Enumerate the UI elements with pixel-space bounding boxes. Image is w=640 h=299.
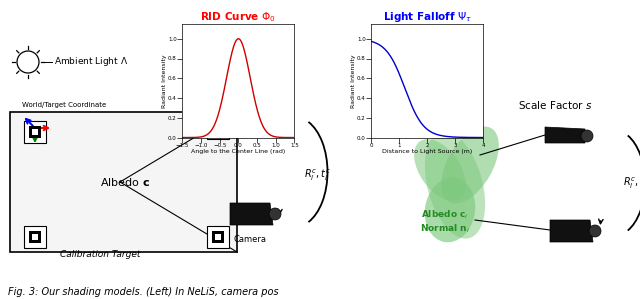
Circle shape (263, 114, 277, 128)
Polygon shape (230, 203, 273, 225)
Y-axis label: Radiant Intensity: Radiant Intensity (351, 54, 355, 108)
Bar (24, 121, 46, 143)
Bar (29, 231, 41, 243)
Bar (212, 122, 224, 134)
Circle shape (269, 208, 281, 220)
Text: Fig. 3: Our shading models. (Left) In NeLiS, camera pos: Fig. 3: Our shading models. (Left) In Ne… (8, 287, 278, 297)
Bar (207, 226, 229, 248)
Text: Light Source: Light Source (232, 97, 285, 106)
X-axis label: Angle to the Center Line (rad): Angle to the Center Line (rad) (191, 150, 285, 155)
Text: Albedo $\mathbf{c}_i$: Albedo $\mathbf{c}_i$ (421, 209, 468, 221)
Polygon shape (10, 112, 237, 252)
Bar (32, 129, 38, 135)
Bar (24, 226, 46, 248)
Text: Albedo $\mathbf{c}$: Albedo $\mathbf{c}$ (100, 176, 150, 188)
Title: RID Curve $\Phi_0$: RID Curve $\Phi_0$ (200, 10, 276, 24)
X-axis label: Distance to Light Source (m): Distance to Light Source (m) (382, 150, 472, 155)
Ellipse shape (441, 126, 499, 204)
Bar (215, 234, 221, 240)
Bar (212, 231, 224, 243)
Bar (207, 117, 229, 139)
Text: World/Target Coordinate: World/Target Coordinate (22, 102, 106, 108)
Bar (32, 234, 38, 240)
Text: $R_l^c, t_l^c$: $R_l^c, t_l^c$ (623, 175, 640, 191)
Ellipse shape (425, 131, 485, 239)
Polygon shape (550, 220, 593, 242)
Text: Scale Factor $s$: Scale Factor $s$ (518, 99, 593, 111)
Text: Calibration Target: Calibration Target (60, 250, 140, 259)
Polygon shape (227, 112, 267, 128)
Ellipse shape (414, 139, 466, 201)
Circle shape (589, 225, 601, 237)
Ellipse shape (425, 178, 476, 242)
Title: Light Falloff $\Psi_\tau$: Light Falloff $\Psi_\tau$ (383, 10, 472, 24)
Y-axis label: Radiant Intensity: Radiant Intensity (162, 54, 166, 108)
Text: $R_l^c, t_l^c$: $R_l^c, t_l^c$ (304, 167, 331, 183)
Polygon shape (545, 127, 585, 143)
Bar (29, 126, 41, 138)
Text: Camera: Camera (233, 235, 266, 244)
Text: Ambient Light $\Lambda$: Ambient Light $\Lambda$ (54, 56, 128, 68)
Circle shape (581, 130, 593, 142)
Text: Normal $\mathbf{n}_i$: Normal $\mathbf{n}_i$ (420, 223, 470, 235)
Bar (215, 125, 221, 131)
